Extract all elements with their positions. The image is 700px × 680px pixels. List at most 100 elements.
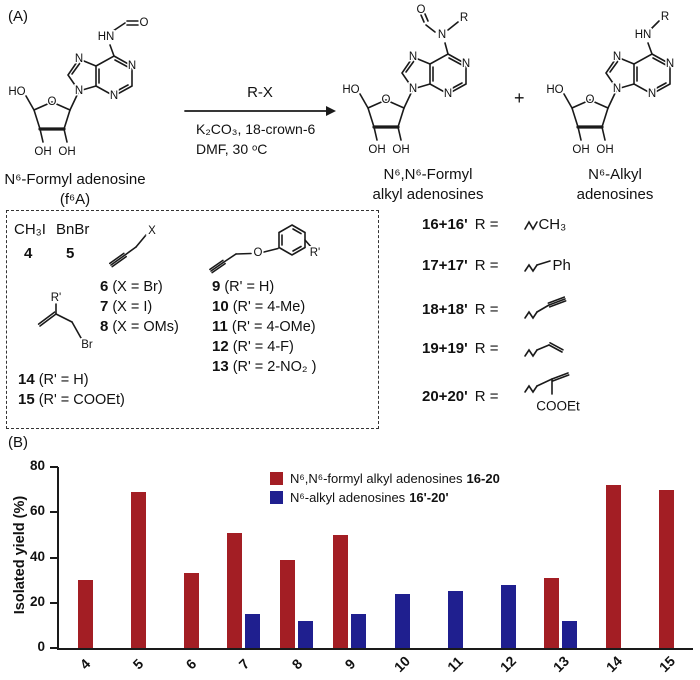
y-tick-label: 20 [29,593,45,609]
rgroup-eq: R = [474,256,499,274]
atom-rprime: R' [310,247,321,259]
product2-structure: N N N N HN R O HO OH OH [545,10,676,158]
bar-4 [77,580,93,648]
atom-n3: N [110,90,118,102]
rgroup-row-20: 20+20' R = COOEt [422,372,608,420]
legend-swatch-blue [270,490,283,504]
rgroup-eq: R = [474,300,499,318]
rgroup-row-17: 17+17' R = Ph [422,256,571,274]
bar-6 [183,573,199,648]
propargyl-aryl-ether-structure: O R' [209,224,322,274]
product1-name-line1: N⁶,N⁶-Formyl [383,166,473,183]
condition-line-1: K₂CO₃, 18-crown-6 [196,121,316,137]
bar-7 [245,614,261,648]
propargyl-x-structure: X [109,224,158,268]
variant-14: 14 (R' = H) [18,371,89,388]
rgroup-eq: R = [474,339,499,357]
atom-oh2: OH [596,144,613,156]
x-tick-label: 13 [549,652,573,676]
atom-oh1: OH [572,144,589,156]
product1-structure: N N N N N R O O HO OH OH [341,3,472,158]
atom-o: O [254,247,263,259]
atom-oh1: OH [34,146,51,158]
product1-name-line2: alkyl adenosines [372,186,484,203]
panel-a-label: (A) [8,8,28,25]
atom-ho: HO [546,84,563,96]
y-tick [50,647,58,649]
bar-9 [351,614,367,648]
legend-row-formyl: N⁶,N⁶-formyl alkyl adenosines 16-20 [270,470,500,486]
atom-oh2: OH [58,146,75,158]
atom-cooet: COOEt [537,399,581,414]
reagent-bnbr: BnBr [56,221,90,238]
x-tick-label: 12 [496,652,520,676]
bar-7 [227,532,243,648]
atom-r: R [661,11,669,23]
atom-ring-o: O [382,94,391,106]
x-tick-label: 10 [391,652,414,676]
atom-n1: N [666,58,674,70]
atom-n3: N [648,88,656,100]
bonds [37,303,82,339]
y-tick [50,601,58,604]
bonds [25,20,139,143]
rgroup-id: 20+20' [422,387,468,405]
rgroup-id: 18+18' [422,300,468,318]
atom-formyl-o: O [140,17,149,29]
y-tick [50,556,58,559]
variant-7: 7 (X = I) [100,298,153,315]
y-tick-label: 60 [29,503,45,519]
bar-14 [606,485,622,648]
rgroup-allyl-drawing [524,336,568,360]
variant-12: 12 (R' = 4-F) [212,338,294,355]
allyl-bromide-structure: R' Br [37,291,94,353]
atom-n7: N [75,53,83,65]
bar-8 [298,620,314,648]
legend-row-alkyl: N⁶-alkyl adenosines 16'-20' [270,489,500,505]
reagent-rx-label: R-X [247,84,273,101]
bar-11 [447,591,463,648]
reactant-abbrev: (f⁶A) [59,191,91,208]
aryl-variant-list: 9 (R' = H) 10 (R' = 4-Me) 11 (R' = 4-OMe) 1… [212,277,316,377]
x-tick-label: 4 [76,655,94,673]
atom-ph: Ph [552,256,571,274]
plus-sign: + [514,88,525,108]
bar-15 [659,489,675,648]
atom-hn: HN [635,29,652,41]
atom-hn: HN [98,31,115,43]
variant-13: 13 (R' = 2-NO₂ ) [212,358,317,375]
rgroup-methyl-drawing: CH₃ [524,216,566,233]
atom-ch3: CH₃ [538,216,567,233]
x-tick-label: 15 [655,652,678,676]
bar-9 [333,534,349,648]
atom-oh1: OH [368,144,385,156]
atom-ring-o: O [586,94,595,106]
rgroup-propargyl-drawing [524,296,572,322]
propargyl-variant-list: 6 (X = Br) 7 (X = I) 8 (X = OMs) [100,277,179,337]
variant-8: 8 (X = OMs) [100,318,179,335]
reagent-ch3i: CH₃I [14,221,46,238]
compound-number-5: 5 [66,245,75,262]
bar-13 [544,577,560,648]
atom-oh2: OH [392,144,409,156]
atom-n1: N [462,58,470,70]
atom-r: R [460,12,468,24]
bar-12 [500,584,516,648]
y-tick-label: 0 [37,639,45,654]
atom-ho: HO [8,86,25,98]
rgroup-eq: R = [474,387,499,405]
x-tick-label: 7 [235,655,253,673]
rgroup-methacrylate-drawing: COOEt [524,372,608,420]
atom-br: Br [81,339,93,351]
variant-15: 15 (R' = COOEt) [18,391,125,408]
rgroup-benzyl-drawing: Ph [524,256,571,274]
rgroup-row-16: 16+16' R = CH₃ [422,216,566,233]
bar-5 [130,491,146,648]
bonds [563,20,671,141]
product2-name-line2: adenosines [576,186,654,203]
rgroup-id: 19+19' [422,339,468,357]
atom-n9: N [613,83,621,95]
bonds [109,234,147,268]
rgroup-id: 17+17' [422,256,468,274]
y-tick-label: 80 [29,458,45,473]
